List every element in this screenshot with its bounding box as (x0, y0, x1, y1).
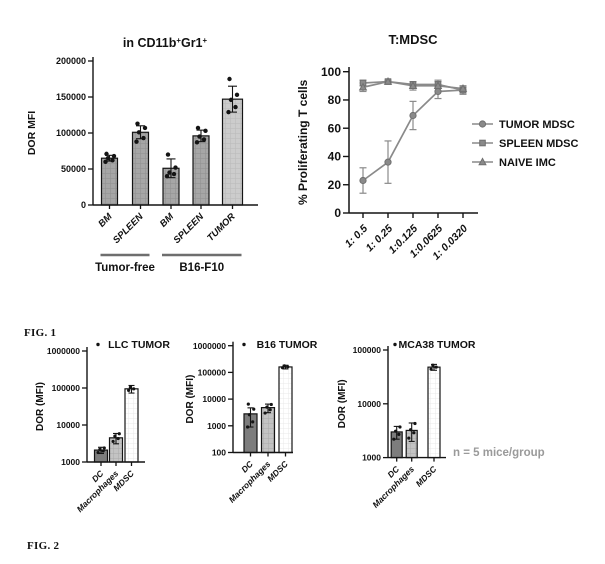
bar-mdsc (278, 366, 293, 454)
svg-text:1000: 1000 (362, 453, 381, 463)
bar-mdsc (124, 388, 139, 463)
bar-macrophages (260, 407, 276, 454)
plot-area: 1000100001000001000000DCMacrophagesMDSCD… (35, 346, 145, 514)
svg-text:10000: 10000 (202, 394, 226, 404)
plot-area: 1001000100001000001000000DCMacrophagesMD… (185, 341, 293, 505)
svg-text:150000: 150000 (56, 92, 86, 102)
svg-text:10000: 10000 (357, 399, 381, 409)
chart-title: in CD11b+Gr1+ (123, 36, 208, 50)
bar-mdsc (427, 366, 441, 459)
svg-text:1000000: 1000000 (193, 341, 226, 351)
svg-text:TUMOR: TUMOR (205, 211, 238, 244)
sample-size-note: n = 5 mice/group (453, 447, 545, 459)
svg-text:B16-F10: B16-F10 (179, 262, 224, 274)
svg-text:DOR MFI: DOR MFI (26, 111, 38, 155)
svg-text:100: 100 (212, 448, 226, 458)
chart-llc-tumor: 1000100001000001000000DCMacrophagesMDSCD… (35, 339, 170, 514)
svg-text:20: 20 (328, 178, 342, 192)
legend: TUMOR MDSC SPLEEN MDSC NAIVE IMC (472, 119, 579, 169)
svg-text:0: 0 (81, 200, 86, 210)
svg-text:DOR (MFI): DOR (MFI) (337, 379, 348, 428)
fig2-label: FIG. 2 (27, 540, 60, 552)
svg-text:100000: 100000 (56, 128, 86, 138)
bar-bm (100, 157, 119, 206)
chart-title: MCA38 TUMOR (398, 339, 475, 351)
bar-spleen (192, 135, 210, 206)
svg-text:10000: 10000 (56, 420, 80, 430)
svg-text:MDSC: MDSC (414, 463, 439, 488)
svg-text:DOR (MFI): DOR (MFI) (35, 382, 46, 431)
svg-text:SPLEEN MDSC: SPLEEN MDSC (499, 138, 579, 150)
svg-text:60: 60 (328, 121, 342, 135)
svg-text:100000: 100000 (353, 345, 382, 355)
svg-text:% Proliferating T cells: % Proliferating T cells (296, 79, 310, 205)
svg-text:Tumor-free: Tumor-free (95, 262, 155, 274)
chart-title: B16 TUMOR (257, 339, 318, 351)
svg-text:SPLEEN: SPLEEN (111, 211, 146, 246)
svg-text:BM: BM (96, 211, 115, 230)
svg-text:200000: 200000 (56, 56, 86, 66)
group-labels: Tumor-free B16-F10 (95, 253, 242, 274)
chart-b16-tumor: 1001000100001000001000000DCMacrophagesMD… (185, 339, 318, 505)
svg-text:0: 0 (334, 206, 341, 220)
title-bullet-icon (393, 342, 397, 347)
svg-text:NAIVE IMC: NAIVE IMC (499, 157, 556, 169)
bar-spleen (131, 131, 150, 206)
svg-text:T:MDSC: T:MDSC (388, 32, 438, 47)
title-bullet-icon (242, 342, 246, 347)
svg-text:1000: 1000 (61, 457, 80, 467)
svg-text:1000000: 1000000 (47, 346, 80, 356)
svg-text:100000: 100000 (198, 367, 227, 377)
fig1-label: FIG. 1 (24, 327, 57, 339)
svg-text:100: 100 (321, 65, 341, 79)
svg-text:100000: 100000 (52, 383, 81, 393)
bar-tumor (221, 98, 244, 206)
svg-text:50000: 50000 (61, 164, 86, 174)
svg-text:TUMOR MDSC: TUMOR MDSC (499, 119, 575, 131)
svg-text:BM: BM (158, 211, 177, 230)
svg-text:DOR (MFI): DOR (MFI) (185, 375, 196, 424)
svg-text:SPLEEN: SPLEEN (171, 211, 206, 246)
title-bullet-icon (96, 342, 100, 347)
chart-title: LLC TUMOR (108, 339, 170, 351)
svg-text:40: 40 (328, 150, 342, 164)
svg-text:1000: 1000 (207, 421, 226, 431)
svg-text:80: 80 (328, 93, 342, 107)
svg-text:MDSC: MDSC (265, 458, 290, 483)
